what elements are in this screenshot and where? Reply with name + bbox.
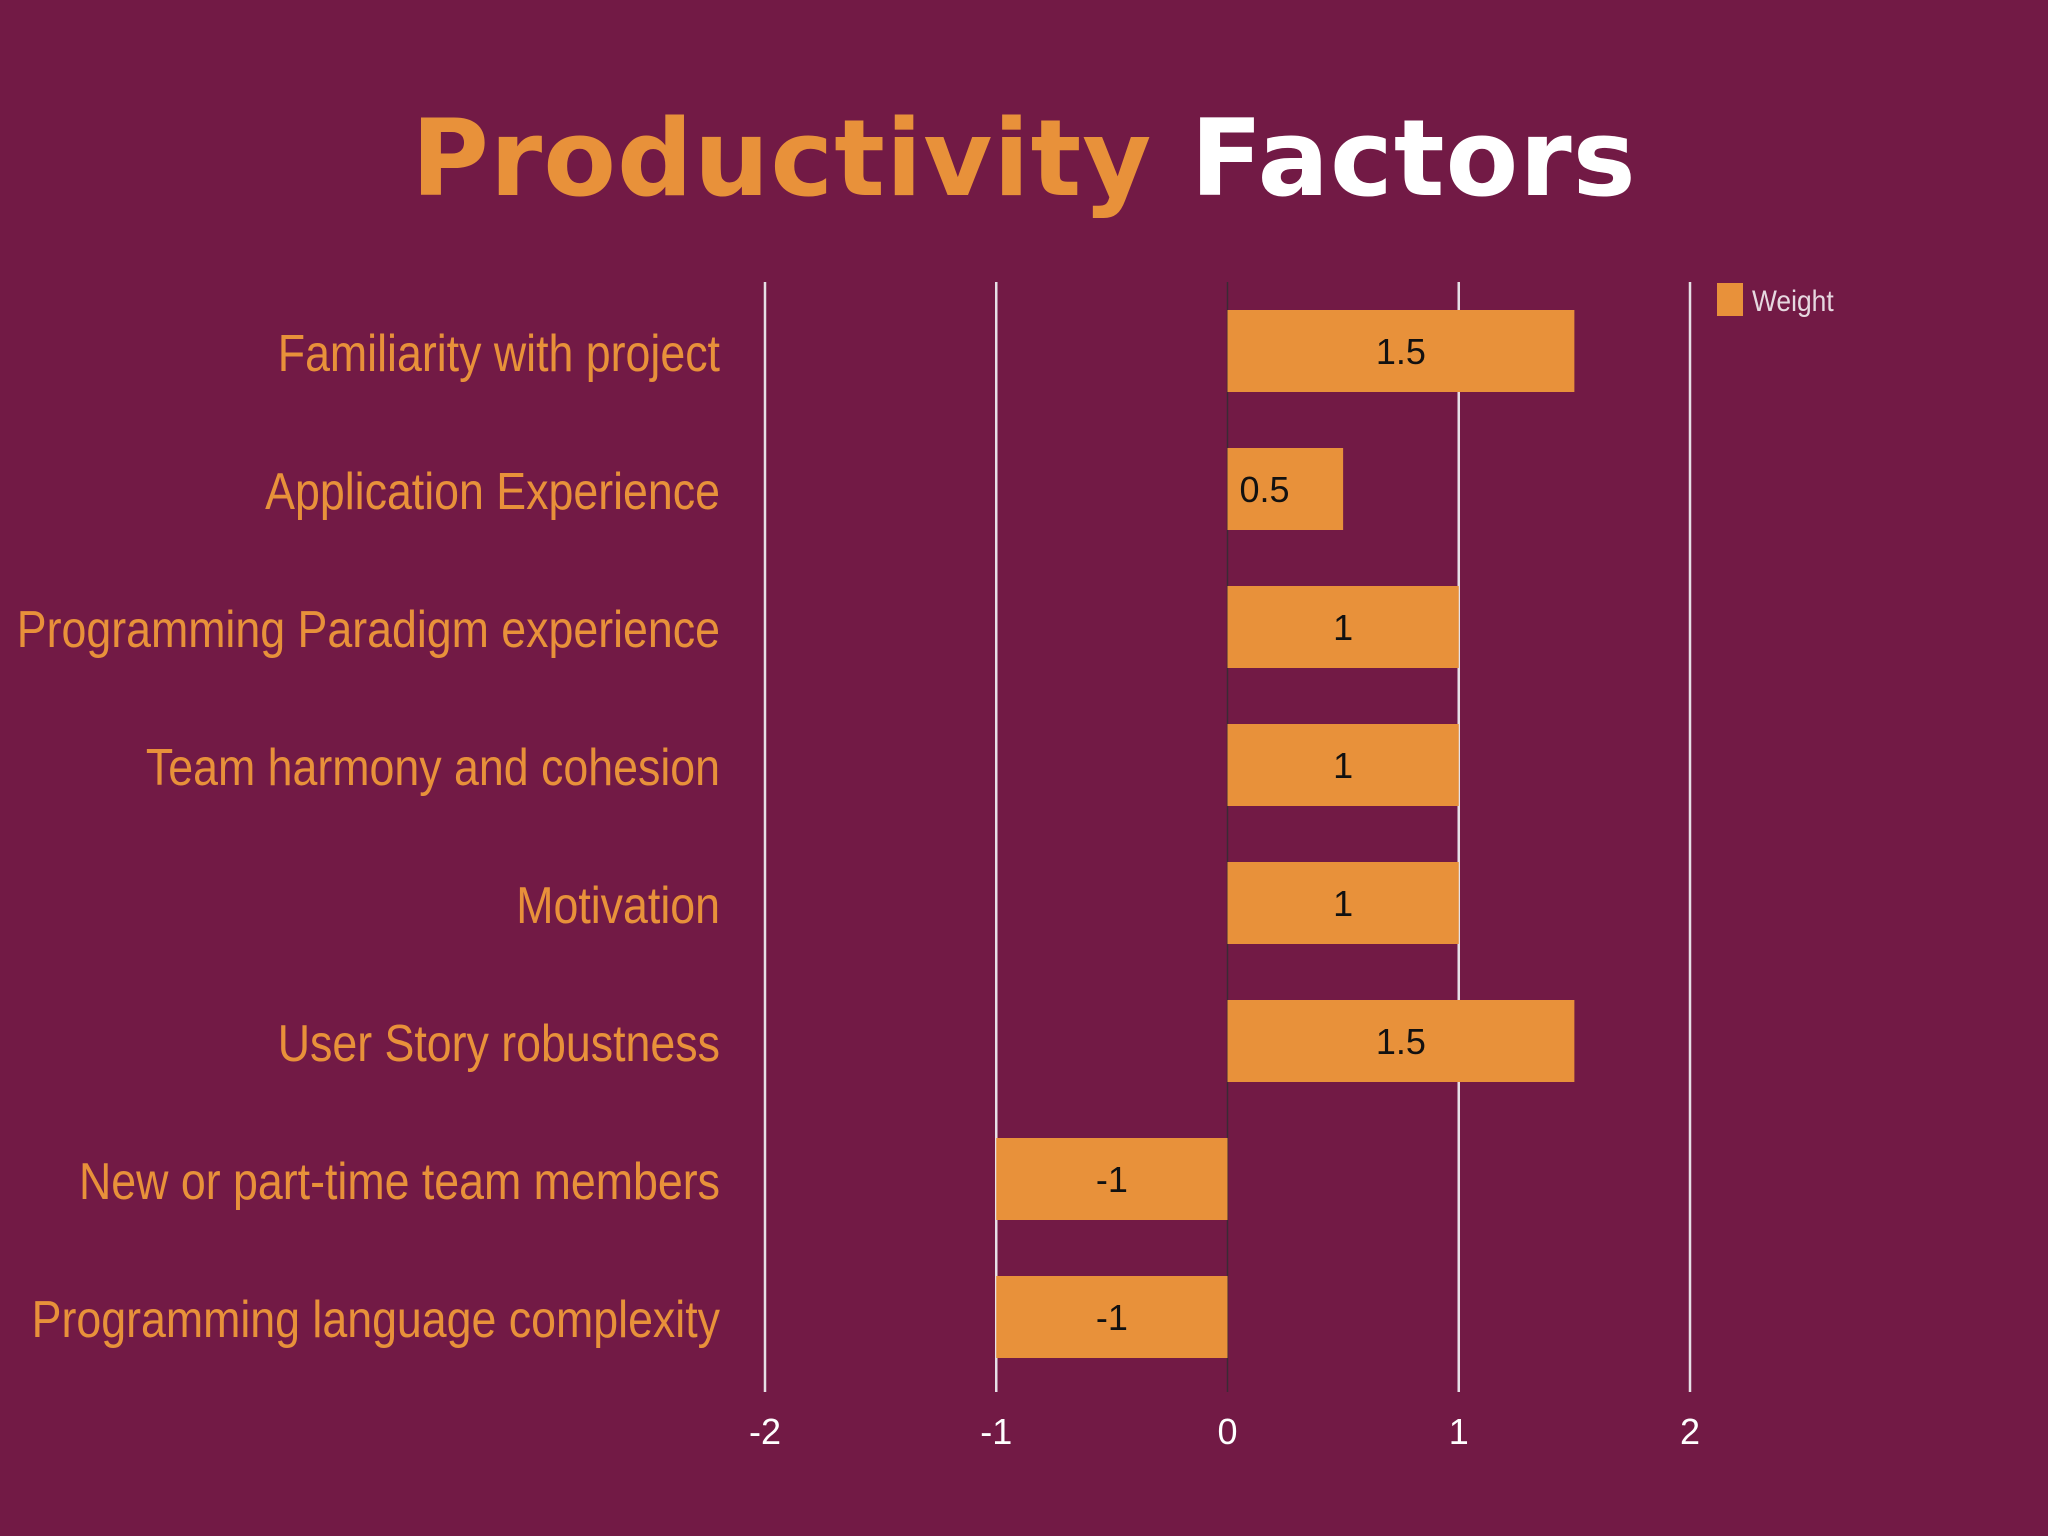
data-label: -1 xyxy=(1096,1159,1128,1200)
bar xyxy=(996,1276,1228,1358)
bar xyxy=(1227,586,1459,668)
data-label: 1 xyxy=(1333,607,1353,648)
category-label: New or part-time team members xyxy=(79,1153,720,1211)
category-label: Team harmony and cohesion xyxy=(146,739,720,797)
title-rest-word: Factors xyxy=(1190,97,1637,220)
x-tick-label: 2 xyxy=(1680,1411,1700,1452)
bar xyxy=(1227,310,1575,392)
data-label: 1 xyxy=(1333,883,1353,924)
legend-label: Weight xyxy=(1752,283,1834,317)
data-label: 1.5 xyxy=(1376,1021,1426,1062)
category-label: Application Experience xyxy=(265,463,720,521)
bar xyxy=(1227,448,1344,530)
bar xyxy=(1227,1000,1575,1082)
chart-title: Productivity Factors xyxy=(0,95,2048,222)
data-label: -1 xyxy=(1096,1297,1128,1338)
category-label: Motivation xyxy=(516,877,720,935)
data-label: 1.5 xyxy=(1376,331,1426,372)
data-label: 0.5 xyxy=(1240,469,1290,510)
x-tick-label: -2 xyxy=(749,1411,781,1452)
x-tick-label: -1 xyxy=(980,1411,1012,1452)
category-label: Familiarity with project xyxy=(278,325,721,383)
legend-swatch xyxy=(1717,283,1743,316)
x-tick-label: 0 xyxy=(1217,1411,1237,1452)
bar xyxy=(1227,862,1459,944)
x-tick-label: 1 xyxy=(1449,1411,1469,1452)
bar xyxy=(996,1138,1228,1220)
category-label: User Story robustness xyxy=(278,1015,720,1073)
bar xyxy=(1227,724,1459,806)
data-label: 1 xyxy=(1333,745,1353,786)
category-label: Programming Paradigm experience xyxy=(17,601,720,659)
title-accent-word: Productivity xyxy=(411,97,1153,220)
category-label: Programming language complexity xyxy=(32,1291,721,1349)
